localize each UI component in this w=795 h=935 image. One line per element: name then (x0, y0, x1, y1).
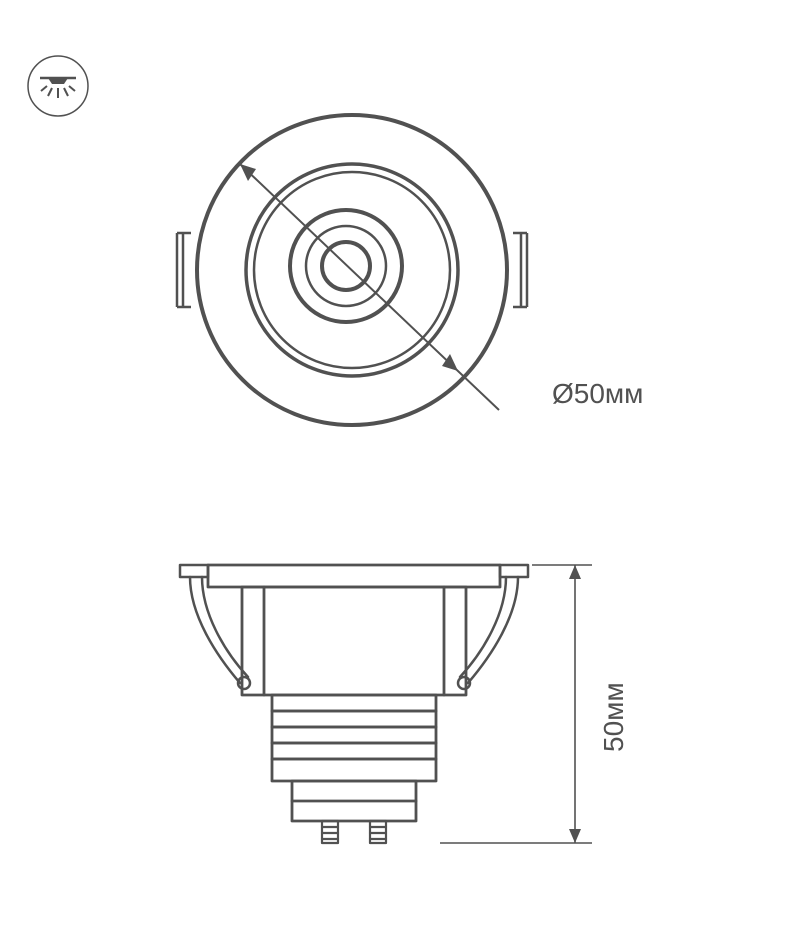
height-label: 50мм (598, 682, 630, 752)
technical-drawing: Ø50мм (0, 0, 795, 928)
side-view (40, 555, 760, 935)
diameter-label: Ø50мм (552, 378, 643, 410)
top-view (40, 60, 760, 530)
